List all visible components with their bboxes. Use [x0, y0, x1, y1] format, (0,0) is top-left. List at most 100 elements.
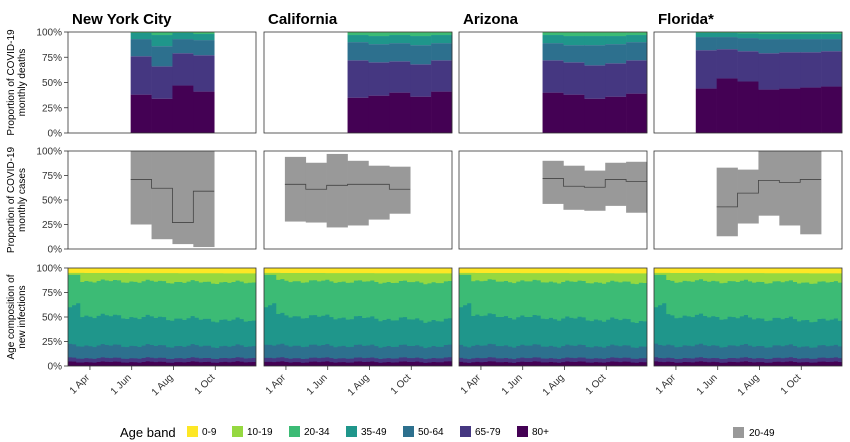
cases-interval: [584, 170, 606, 211]
panel-title-arizona: Arizona: [463, 11, 519, 28]
panel-border: [263, 267, 453, 367]
death-segment-65-79: [347, 60, 369, 98]
cases-interval: [626, 161, 648, 213]
y-axis-label-row-3: Age composition of new infections: [6, 274, 28, 359]
death-segment-50-64: [410, 45, 432, 65]
panel-border: [458, 150, 648, 250]
death-segment-65-79: [151, 66, 173, 99]
death-segment-80: [821, 86, 843, 133]
cases-interval: [151, 151, 173, 240]
death-segment-50-64: [431, 43, 453, 61]
infections-panel-california: [263, 267, 453, 367]
y-axis-label-line: monthly cases: [17, 168, 28, 232]
legend-label-cases-band: 20-49: [749, 428, 775, 439]
death-segment-65-79: [800, 52, 822, 88]
death-segment-80: [368, 95, 390, 133]
death-segment-65-79: [172, 53, 194, 86]
x-tick-label: 1 Apr: [459, 372, 484, 397]
cases-interval: [605, 162, 627, 206]
cases-panel-arizona: [458, 150, 648, 250]
deaths-panel-new-york-city: [67, 31, 257, 134]
death-segment-35-49: [130, 33, 152, 40]
death-segment-35-49: [605, 36, 627, 45]
death-segment-65-79: [716, 49, 738, 79]
x-tick-label: 1 Apr: [264, 372, 289, 397]
cases-median-line: [542, 178, 647, 188]
y-tick-label: 25%: [42, 337, 62, 348]
y-tick-label: 100%: [36, 147, 62, 158]
y-tick-label: 75%: [42, 53, 62, 64]
death-segment-20-34: [431, 32, 453, 36]
death-segment-50-64: [368, 44, 390, 63]
death-segment-65-79: [821, 51, 843, 87]
panel-border: [67, 267, 257, 367]
death-segment-65-79: [626, 60, 648, 94]
death-segment-80: [130, 94, 152, 133]
death-segment-35-49: [431, 35, 453, 44]
cases-interval: [716, 167, 738, 237]
death-segment-65-79: [605, 63, 627, 97]
y-axis-label-line: Age composition of: [6, 274, 17, 359]
death-segment-80: [151, 98, 173, 133]
y-tick-label: 50%: [42, 78, 62, 89]
death-segment-50-64: [800, 39, 822, 53]
death-segment-20-34: [605, 32, 627, 37]
death-segment-35-49: [389, 35, 411, 44]
infections-panel-florida: [653, 267, 843, 367]
legend-swatch-cases-band: [733, 427, 744, 438]
death-segment-50-64: [626, 42, 648, 61]
death-segment-35-49: [737, 33, 759, 39]
death-segment-20-34: [368, 32, 390, 37]
legend-label-80: 80+: [532, 427, 549, 438]
death-segment-50-64: [193, 40, 215, 56]
infections-panel-arizona: [458, 267, 648, 367]
x-tick-label: 1 Jun: [695, 372, 720, 397]
y-tick-label: 75%: [42, 288, 62, 299]
death-segment-65-79: [193, 55, 215, 92]
death-segment-50-64: [779, 39, 801, 53]
cases-interval: [130, 151, 152, 225]
cases-panel-california: [263, 150, 453, 250]
death-segment-65-79: [410, 64, 432, 97]
infection-bands: [264, 268, 452, 366]
legend-swatch-50-64: [403, 426, 414, 437]
cases-interval: [172, 151, 194, 245]
cases-panel-florida: [653, 150, 843, 250]
death-segment-20-34: [584, 32, 606, 37]
death-segment-80: [626, 93, 648, 133]
legend-label-50-64: 50-64: [418, 427, 444, 438]
death-segment-80: [605, 96, 627, 133]
x-tick-label: 1 Apr: [654, 372, 679, 397]
death-segment-50-64: [737, 38, 759, 52]
death-segment-20-34: [193, 32, 215, 35]
y-axis-label-line: Proportion of COVID-19: [6, 146, 17, 253]
death-segment-50-64: [563, 45, 585, 63]
y-tick-label: 0%: [48, 245, 63, 256]
x-tick-label: 1 Apr: [68, 372, 93, 397]
death-segment-35-49: [410, 36, 432, 46]
infection-bands: [68, 268, 256, 366]
death-segment-65-79: [389, 61, 411, 93]
panel-border: [458, 31, 648, 134]
panel-border: [653, 267, 843, 367]
y-tick-label: 50%: [42, 196, 62, 207]
panel-border: [67, 150, 257, 250]
panel-title-new-york-city: New York City: [72, 11, 172, 28]
y-axis-label-line: Proportion of COVID-19: [6, 29, 17, 136]
death-segment-35-49: [151, 35, 173, 47]
panel-title-florida: Florida*: [658, 11, 714, 28]
legend-label-20-34: 20-34: [304, 427, 330, 438]
death-segment-50-64: [542, 43, 564, 61]
death-segment-20-34: [800, 32, 822, 35]
death-segment-35-49: [563, 36, 585, 46]
death-segment-20-34: [389, 32, 411, 36]
cases-interval: [737, 169, 759, 224]
x-tick-label: 1 Oct: [779, 372, 804, 397]
death-segment-20-34: [130, 32, 152, 34]
y-axis-label-row-2: Proportion of COVID-19 monthly cases: [6, 146, 28, 253]
death-segment-50-64: [605, 44, 627, 64]
death-segment-35-49: [368, 36, 390, 45]
death-segment-20-34: [779, 32, 801, 35]
death-segment-20-34: [695, 32, 717, 34]
cases-interval: [368, 165, 390, 220]
